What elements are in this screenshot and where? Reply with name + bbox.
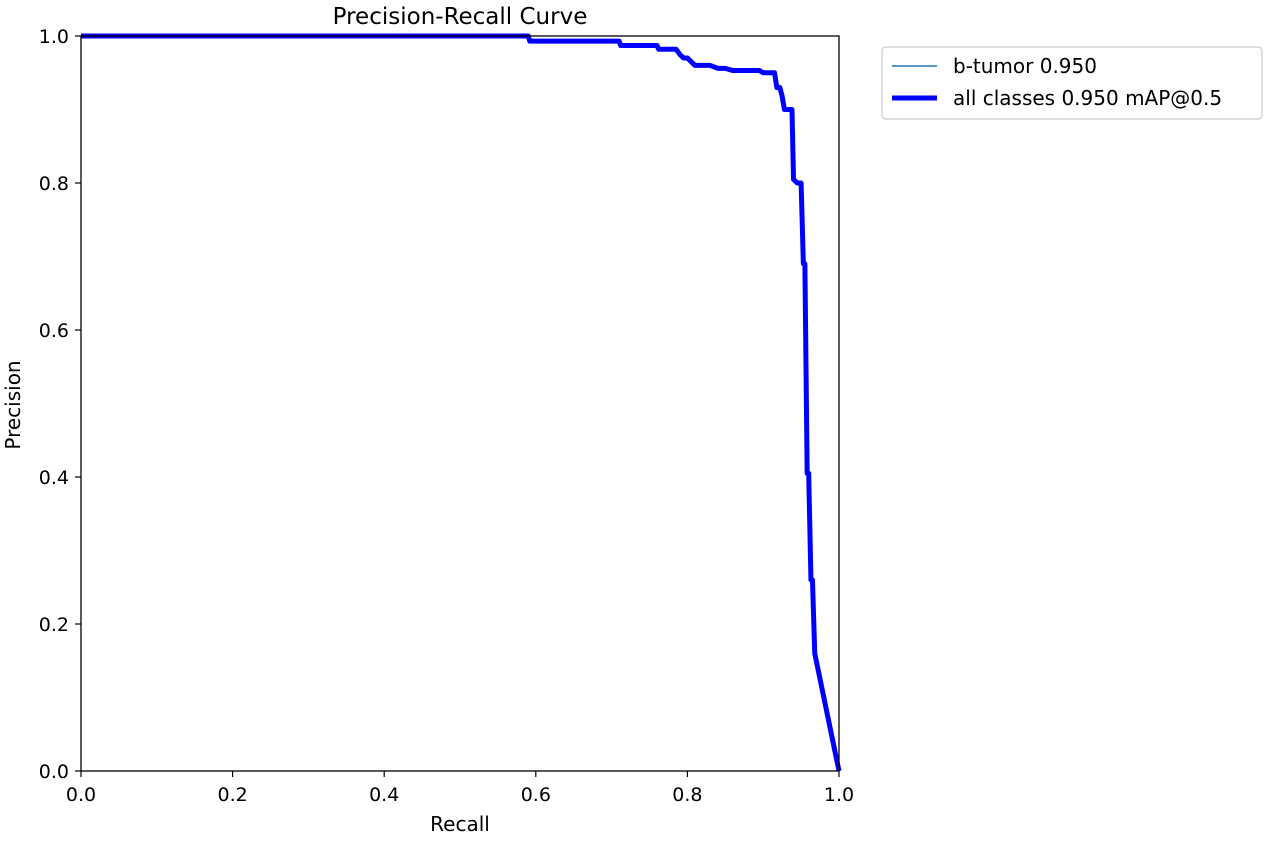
y-tick-label-5: 1.0 xyxy=(39,26,69,48)
legend-label-b-tumor: b-tumor 0.950 xyxy=(953,54,1097,78)
x-axis-ticks: 0.0 0.2 0.4 0.6 0.8 1.0 xyxy=(66,771,854,806)
series-layer xyxy=(81,33,842,772)
legend: b-tumor 0.950 all classes 0.950 mAP@0.5 xyxy=(881,46,1263,120)
legend-label-all-classes: all classes 0.950 mAP@0.5 xyxy=(953,86,1222,110)
x-tick-label-4: 0.8 xyxy=(672,784,702,806)
y-tick-label-2: 0.4 xyxy=(39,467,69,489)
y-tick-label-3: 0.6 xyxy=(39,320,69,342)
x-tick-label-5: 1.0 xyxy=(824,784,854,806)
y-axis-label: Precision xyxy=(1,360,25,449)
x-tick-label-1: 0.2 xyxy=(217,784,247,806)
y-tick-label-1: 0.2 xyxy=(39,614,69,636)
series-line-1 xyxy=(81,33,842,772)
y-tick-label-0: 0.0 xyxy=(39,761,69,783)
x-tick-label-3: 0.6 xyxy=(521,784,551,806)
x-tick-label-2: 0.4 xyxy=(369,784,399,806)
x-tick-label-0: 0.0 xyxy=(66,784,96,806)
x-axis-label: Recall xyxy=(430,812,490,836)
legend-frame xyxy=(881,46,1263,120)
y-axis-ticks: 0.0 0.2 0.4 0.6 0.8 1.0 xyxy=(39,26,81,783)
y-tick-label-4: 0.8 xyxy=(39,173,69,195)
chart-title: Precision-Recall Curve xyxy=(333,4,588,30)
plot-frame xyxy=(80,35,840,772)
